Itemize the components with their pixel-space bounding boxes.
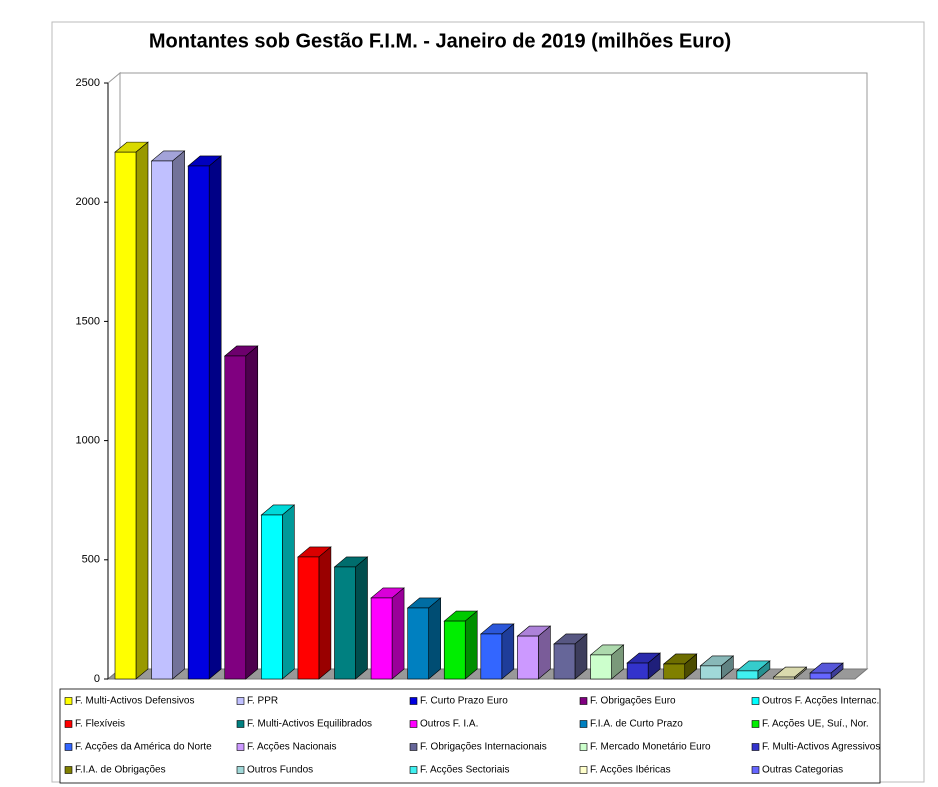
bar (663, 663, 686, 680)
legend-label: F. Multi-Activos Defensivos (75, 696, 194, 707)
legend-swatch (579, 697, 588, 705)
bar (370, 597, 393, 680)
y-tick-label: 1000 (76, 435, 100, 447)
y-tick-label: 0 (94, 673, 100, 685)
y-tick-label: 1500 (76, 315, 100, 327)
bar (517, 635, 539, 680)
legend-swatch (579, 743, 588, 751)
legend-swatch (236, 720, 245, 728)
legend-swatch (751, 720, 760, 728)
legend-label: F. Curto Prazo Euro (420, 696, 508, 707)
legend-swatch (64, 743, 73, 751)
bar (626, 662, 649, 680)
legend-label: F. Acções Nacionais (247, 742, 337, 753)
legend-label: Outros F. I.A. (420, 719, 478, 730)
legend-label: F. Multi-Activos Equilibrados (247, 719, 372, 730)
bar-side (172, 150, 185, 680)
legend-label: F. PPR (247, 696, 278, 707)
legend-label: F. Acções Ibéricas (590, 765, 671, 776)
bar-side (391, 587, 405, 680)
legend-label: F. Acções da América do Norte (75, 742, 212, 753)
legend-swatch (579, 720, 588, 728)
legend-label: F. Obrigações Internacionais (420, 742, 547, 753)
bar-side (245, 345, 259, 680)
y-tick-label: 500 (82, 554, 100, 566)
bar (334, 566, 356, 680)
legend-swatch (579, 766, 588, 774)
legend-swatch (751, 766, 760, 774)
bar (553, 643, 576, 680)
bar (297, 556, 320, 680)
legend-label: F. Acções UE, Suí., Nor. (762, 719, 869, 730)
legend-label: F.I.A. de Curto Prazo (590, 719, 683, 730)
legend-swatch (409, 766, 418, 774)
bar-side (135, 141, 149, 680)
y-tick-label: 2500 (76, 77, 100, 89)
bar (700, 665, 722, 680)
bar-side (464, 610, 478, 680)
legend-label: F. Multi-Activos Agressivos (762, 742, 880, 753)
legend-swatch (236, 766, 245, 774)
bar (590, 654, 612, 680)
bar-side (282, 504, 295, 680)
legend-label: F. Obrigações Euro (590, 696, 676, 707)
legend-label: Outras Categorias (762, 765, 843, 776)
legend-swatch (64, 766, 73, 774)
bar-side (208, 155, 222, 680)
legend-swatch (409, 720, 418, 728)
bar (809, 672, 832, 680)
bar (773, 676, 795, 680)
bar (407, 607, 429, 680)
bar (114, 151, 137, 680)
bar-side (318, 546, 332, 680)
legend-swatch (409, 697, 418, 705)
bar (443, 620, 466, 680)
bar-side (501, 623, 515, 680)
legend (59, 688, 881, 784)
bar (736, 670, 759, 680)
bar (187, 165, 210, 680)
chart-title: Montantes sob Gestão F.I.M. - Janeiro de… (149, 30, 731, 52)
bar (224, 355, 247, 680)
legend-label: F.I.A. de Obrigações (75, 765, 166, 776)
bar (151, 160, 173, 680)
legend-label: Outros Fundos (247, 765, 313, 776)
bar-side (355, 556, 368, 680)
legend-label: F. Mercado Monetário Euro (590, 742, 711, 753)
bar (480, 633, 503, 680)
legend-swatch (64, 720, 73, 728)
bar-side (428, 597, 441, 680)
legend-label: F. Flexíveis (75, 719, 125, 730)
y-tick-label: 2000 (76, 196, 100, 208)
legend-label: F. Acções Sectoriais (420, 765, 509, 776)
legend-swatch (409, 743, 418, 751)
legend-swatch (236, 697, 245, 705)
legend-swatch (751, 743, 760, 751)
legend-swatch (236, 743, 245, 751)
legend-label: Outros F. Acções Internac. (762, 696, 879, 707)
bar (261, 514, 283, 680)
legend-swatch (64, 697, 73, 705)
legend-swatch (751, 697, 760, 705)
